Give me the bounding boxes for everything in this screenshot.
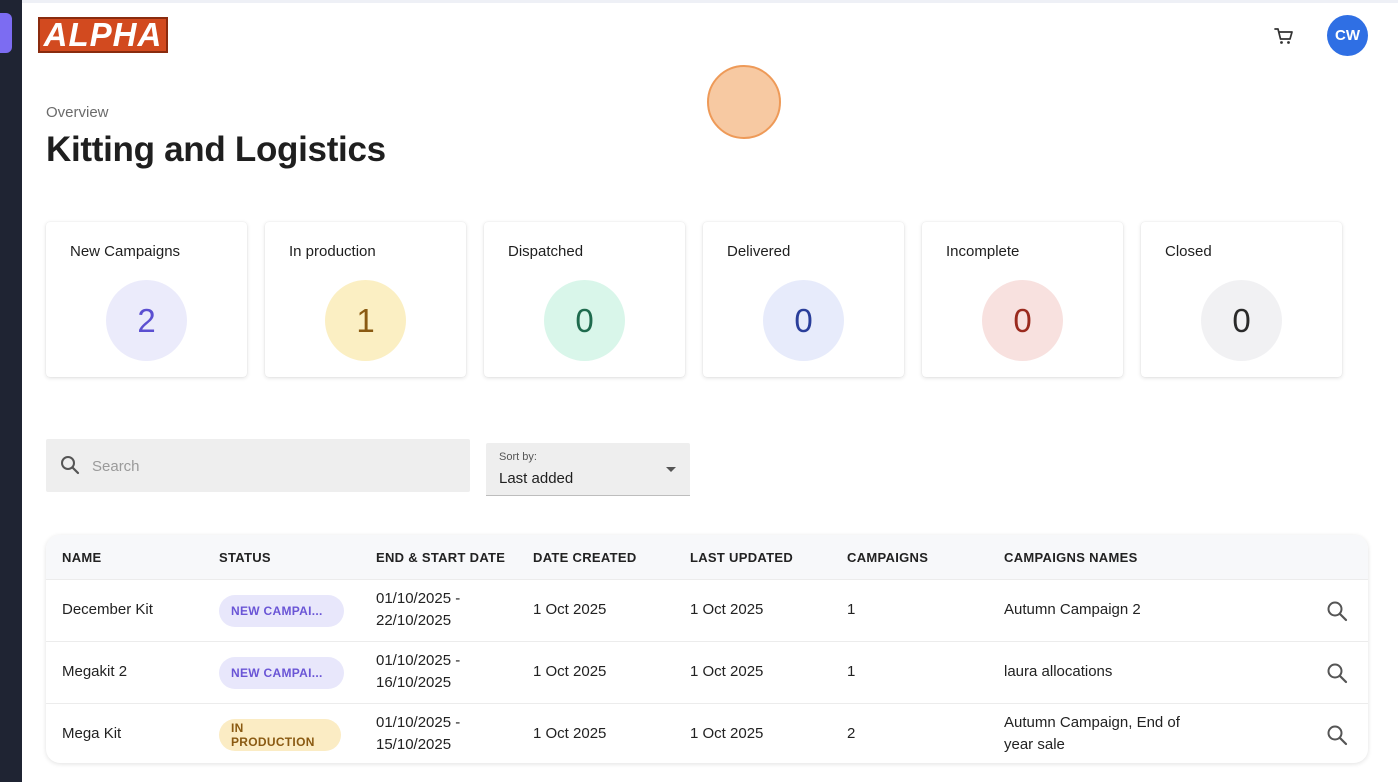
- row-name: Mega Kit: [62, 725, 122, 742]
- stat-value: 0: [982, 280, 1063, 361]
- row-campaigns-count: 1: [847, 601, 856, 618]
- row-date-created: 1 Oct 2025: [533, 663, 607, 680]
- table-row[interactable]: Mega Kit IN PRODUCTION 01/10/2025 - 15/1…: [46, 703, 1368, 763]
- row-campaigns-count: 1: [847, 663, 856, 680]
- stat-value: 0: [1201, 280, 1282, 361]
- stat-card-new-campaigns[interactable]: New Campaigns 2: [46, 222, 247, 377]
- stat-card-delivered[interactable]: Delivered 0: [703, 222, 904, 377]
- row-date-created: 1 Oct 2025: [533, 601, 607, 618]
- stat-value: 1: [325, 280, 406, 361]
- stat-value: 2: [106, 280, 187, 361]
- row-campaign-names: Autumn Campaign 2: [1004, 601, 1141, 618]
- column-header-campaigns[interactable]: CAMPAIGNS: [847, 550, 929, 565]
- row-date-range-end: 22/10/2025: [376, 612, 452, 629]
- stat-label: In production: [289, 243, 376, 260]
- stat-value: 0: [544, 280, 625, 361]
- column-header-last-updated[interactable]: LAST UPDATED: [690, 550, 794, 565]
- cursor-indicator: [707, 65, 781, 139]
- row-date-range-start: 01/10/2025 -: [376, 714, 461, 731]
- row-date-range-end: 16/10/2025: [376, 674, 452, 691]
- stat-card-closed[interactable]: Closed 0: [1141, 222, 1342, 377]
- row-last-updated: 1 Oct 2025: [690, 601, 764, 618]
- view-search-icon[interactable]: [1326, 600, 1348, 622]
- sort-select[interactable]: Sort by: Last added: [486, 443, 690, 496]
- sort-caption: Sort by:: [499, 451, 537, 463]
- page-overline: Overview: [46, 104, 109, 121]
- row-campaign-names-cont: year sale: [1004, 736, 1065, 753]
- row-date-range-start: 01/10/2025 -: [376, 590, 461, 607]
- sort-value: Last added: [499, 470, 574, 487]
- stat-card-incomplete[interactable]: Incomplete 0: [922, 222, 1123, 377]
- row-date-created: 1 Oct 2025: [533, 725, 607, 742]
- stat-card-in-production[interactable]: In production 1: [265, 222, 466, 377]
- search-input[interactable]: [90, 439, 464, 494]
- stat-card-dispatched[interactable]: Dispatched 0: [484, 222, 685, 377]
- table-row[interactable]: Megakit 2 NEW CAMPAI... 01/10/2025 - 16/…: [46, 641, 1368, 703]
- page-title: Kitting and Logistics: [46, 130, 386, 169]
- column-header-dates[interactable]: END & START DATE: [376, 550, 506, 565]
- row-last-updated: 1 Oct 2025: [690, 725, 764, 742]
- search-field[interactable]: [46, 439, 470, 494]
- sidebar-toggle[interactable]: [0, 13, 12, 53]
- cart-icon[interactable]: [1273, 25, 1295, 47]
- stat-value: 0: [763, 280, 844, 361]
- left-rail: [0, 0, 22, 782]
- stat-label: Delivered: [727, 243, 791, 260]
- row-date-range-end: 15/10/2025: [376, 736, 452, 753]
- row-campaign-names: Autumn Campaign, End of: [1004, 714, 1180, 731]
- status-badge: IN PRODUCTION: [219, 719, 341, 751]
- stat-label: Closed: [1165, 243, 1212, 260]
- row-date-range-start: 01/10/2025 -: [376, 652, 461, 669]
- chevron-down-icon: [666, 467, 676, 472]
- table-row[interactable]: December Kit NEW CAMPAI... 01/10/2025 - …: [46, 579, 1368, 641]
- view-search-icon[interactable]: [1326, 662, 1348, 684]
- status-badge: NEW CAMPAI...: [219, 595, 344, 627]
- top-edge: [22, 0, 1398, 3]
- column-header-campaign-names[interactable]: CAMPAIGNS NAMES: [1004, 550, 1138, 565]
- stat-label: New Campaigns: [70, 243, 181, 260]
- column-header-name[interactable]: NAME: [62, 550, 102, 565]
- row-name: Megakit 2: [62, 663, 128, 680]
- row-last-updated: 1 Oct 2025: [690, 663, 764, 680]
- row-campaign-names: laura allocations: [1004, 663, 1113, 680]
- row-campaigns-count: 2: [847, 725, 856, 742]
- stat-label: Incomplete: [946, 243, 1020, 260]
- brand-logo[interactable]: ALPHA: [38, 17, 168, 53]
- row-name: December Kit: [62, 601, 153, 618]
- user-avatar[interactable]: CW: [1327, 15, 1368, 56]
- column-header-status[interactable]: STATUS: [219, 550, 271, 565]
- stat-label: Dispatched: [508, 243, 584, 260]
- kits-table: NAME STATUS END & START DATE DATE CREATE…: [46, 535, 1368, 763]
- table-header: NAME STATUS END & START DATE DATE CREATE…: [46, 535, 1368, 579]
- column-header-date-created[interactable]: DATE CREATED: [533, 550, 637, 565]
- status-badge: NEW CAMPAI...: [219, 657, 344, 689]
- view-search-icon[interactable]: [1326, 724, 1348, 746]
- search-icon: [61, 456, 80, 475]
